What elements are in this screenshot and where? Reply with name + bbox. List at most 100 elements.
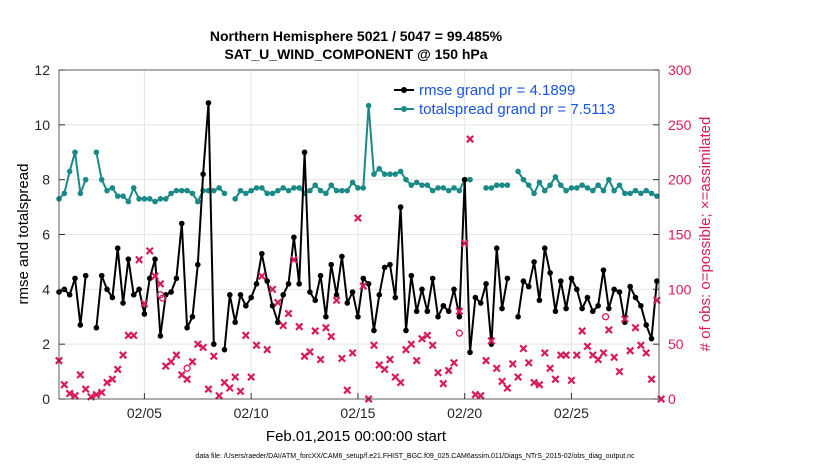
spread-point [61, 190, 68, 197]
rmse-point [141, 311, 148, 317]
obs-assimilated-marker [215, 391, 224, 400]
rmse-point [616, 289, 623, 295]
obs-assimilated-marker [642, 348, 651, 357]
spread-point [424, 182, 431, 188]
rmse-point [563, 305, 569, 312]
rmse-point [205, 100, 212, 106]
spread-point [104, 187, 110, 194]
rmse-point [397, 204, 404, 210]
spread-point [611, 187, 617, 194]
obs-assimilated-marker [535, 380, 544, 389]
obs-assimilated-marker [524, 358, 533, 367]
rmse-point [227, 292, 233, 298]
legend-spread-label: totalspread grand pr = 7.5113 [419, 101, 615, 118]
spread-point [259, 185, 265, 191]
spread-point [387, 171, 393, 177]
rmse-point [371, 327, 377, 334]
spread-point [584, 185, 591, 191]
obs-assimilated-marker [273, 298, 282, 307]
rmse-point [515, 313, 521, 320]
spread-point [622, 190, 628, 197]
rmse-point [307, 289, 313, 295]
obs-assimilated-marker [418, 334, 426, 343]
obs-assimilated-marker [626, 346, 635, 355]
right-tick-label: 0 [668, 391, 676, 407]
obs-assimilated-marker [81, 385, 90, 394]
left-tick-label: 12 [34, 62, 50, 78]
spread-point [98, 176, 105, 183]
right-tick-label: 100 [668, 281, 692, 297]
spread-point [365, 102, 372, 109]
spread-series [56, 102, 660, 205]
spread-point [606, 176, 612, 183]
rmse-point [579, 305, 585, 312]
obs-assimilated-marker [455, 307, 464, 316]
rmse-point [120, 300, 126, 306]
rmse-point [285, 281, 292, 287]
rmse-point [483, 281, 489, 287]
spread-point [269, 190, 276, 197]
obs-assimilated-marker [204, 385, 213, 394]
spread-point [376, 165, 383, 172]
rmse-point [573, 286, 580, 293]
right-tick-label: 200 [668, 172, 692, 188]
rmse-point [243, 302, 249, 309]
spread-point [307, 187, 313, 194]
left-tick-label: 6 [42, 227, 50, 243]
spread-point [536, 179, 543, 186]
obs-assimilated-marker [578, 327, 587, 335]
spread-point [339, 187, 345, 194]
rmse-point [344, 300, 351, 306]
rmse-point [109, 294, 116, 301]
rmse-point [451, 286, 457, 293]
rmse-point [125, 256, 132, 262]
obs-assimilated-marker [193, 340, 202, 349]
rmse-point [291, 234, 297, 241]
spread-point [654, 193, 660, 199]
obs-assimilated-marker [316, 355, 325, 364]
rmse-line [223, 151, 509, 354]
spread-point [114, 193, 121, 199]
obs-assimilated-marker [396, 378, 405, 387]
spread-point [429, 187, 436, 194]
rmse-point [237, 292, 244, 298]
x-tick-label: 02/15 [340, 405, 375, 421]
rmse-point [211, 341, 217, 347]
rmse-point [275, 319, 281, 326]
spread-point [552, 174, 559, 180]
rmse-point [467, 349, 473, 356]
rmse-point [259, 250, 265, 257]
rmse-point [376, 292, 383, 298]
spread-point [264, 190, 270, 197]
rmse-point [66, 292, 73, 298]
spread-point [467, 176, 473, 183]
rmse-point [493, 245, 500, 252]
rmse-point [408, 272, 415, 279]
obs-assimilated-marker [236, 387, 245, 396]
obs-assimilated-marker [257, 272, 266, 281]
x-tick-label: 02/05 [127, 405, 162, 421]
obs-assimilated-marker [498, 377, 507, 386]
spread-point [253, 185, 260, 191]
spread-point [520, 176, 527, 183]
rmse-point [152, 256, 158, 262]
obs-assimilated-marker [514, 373, 523, 382]
spread-point [349, 179, 356, 186]
spread-point [136, 196, 142, 202]
rmse-point [168, 289, 174, 295]
spread-point [184, 187, 190, 194]
rmse-point [606, 305, 612, 312]
obs-assimilated-marker [610, 353, 619, 362]
spread-point [317, 187, 324, 194]
rmse-point [280, 292, 286, 298]
obs-assimilated-marker [289, 255, 298, 264]
spread-point [541, 187, 548, 194]
obs-possible-marker [601, 313, 610, 321]
rmse-point [360, 275, 367, 282]
obs-assimilated-marker [412, 356, 421, 365]
right-tick-label: 300 [668, 62, 692, 78]
legend-rmse-label: rmse grand pr = 4.1899 [419, 82, 575, 99]
rmse-point [552, 308, 559, 315]
rmse-point [339, 253, 345, 260]
